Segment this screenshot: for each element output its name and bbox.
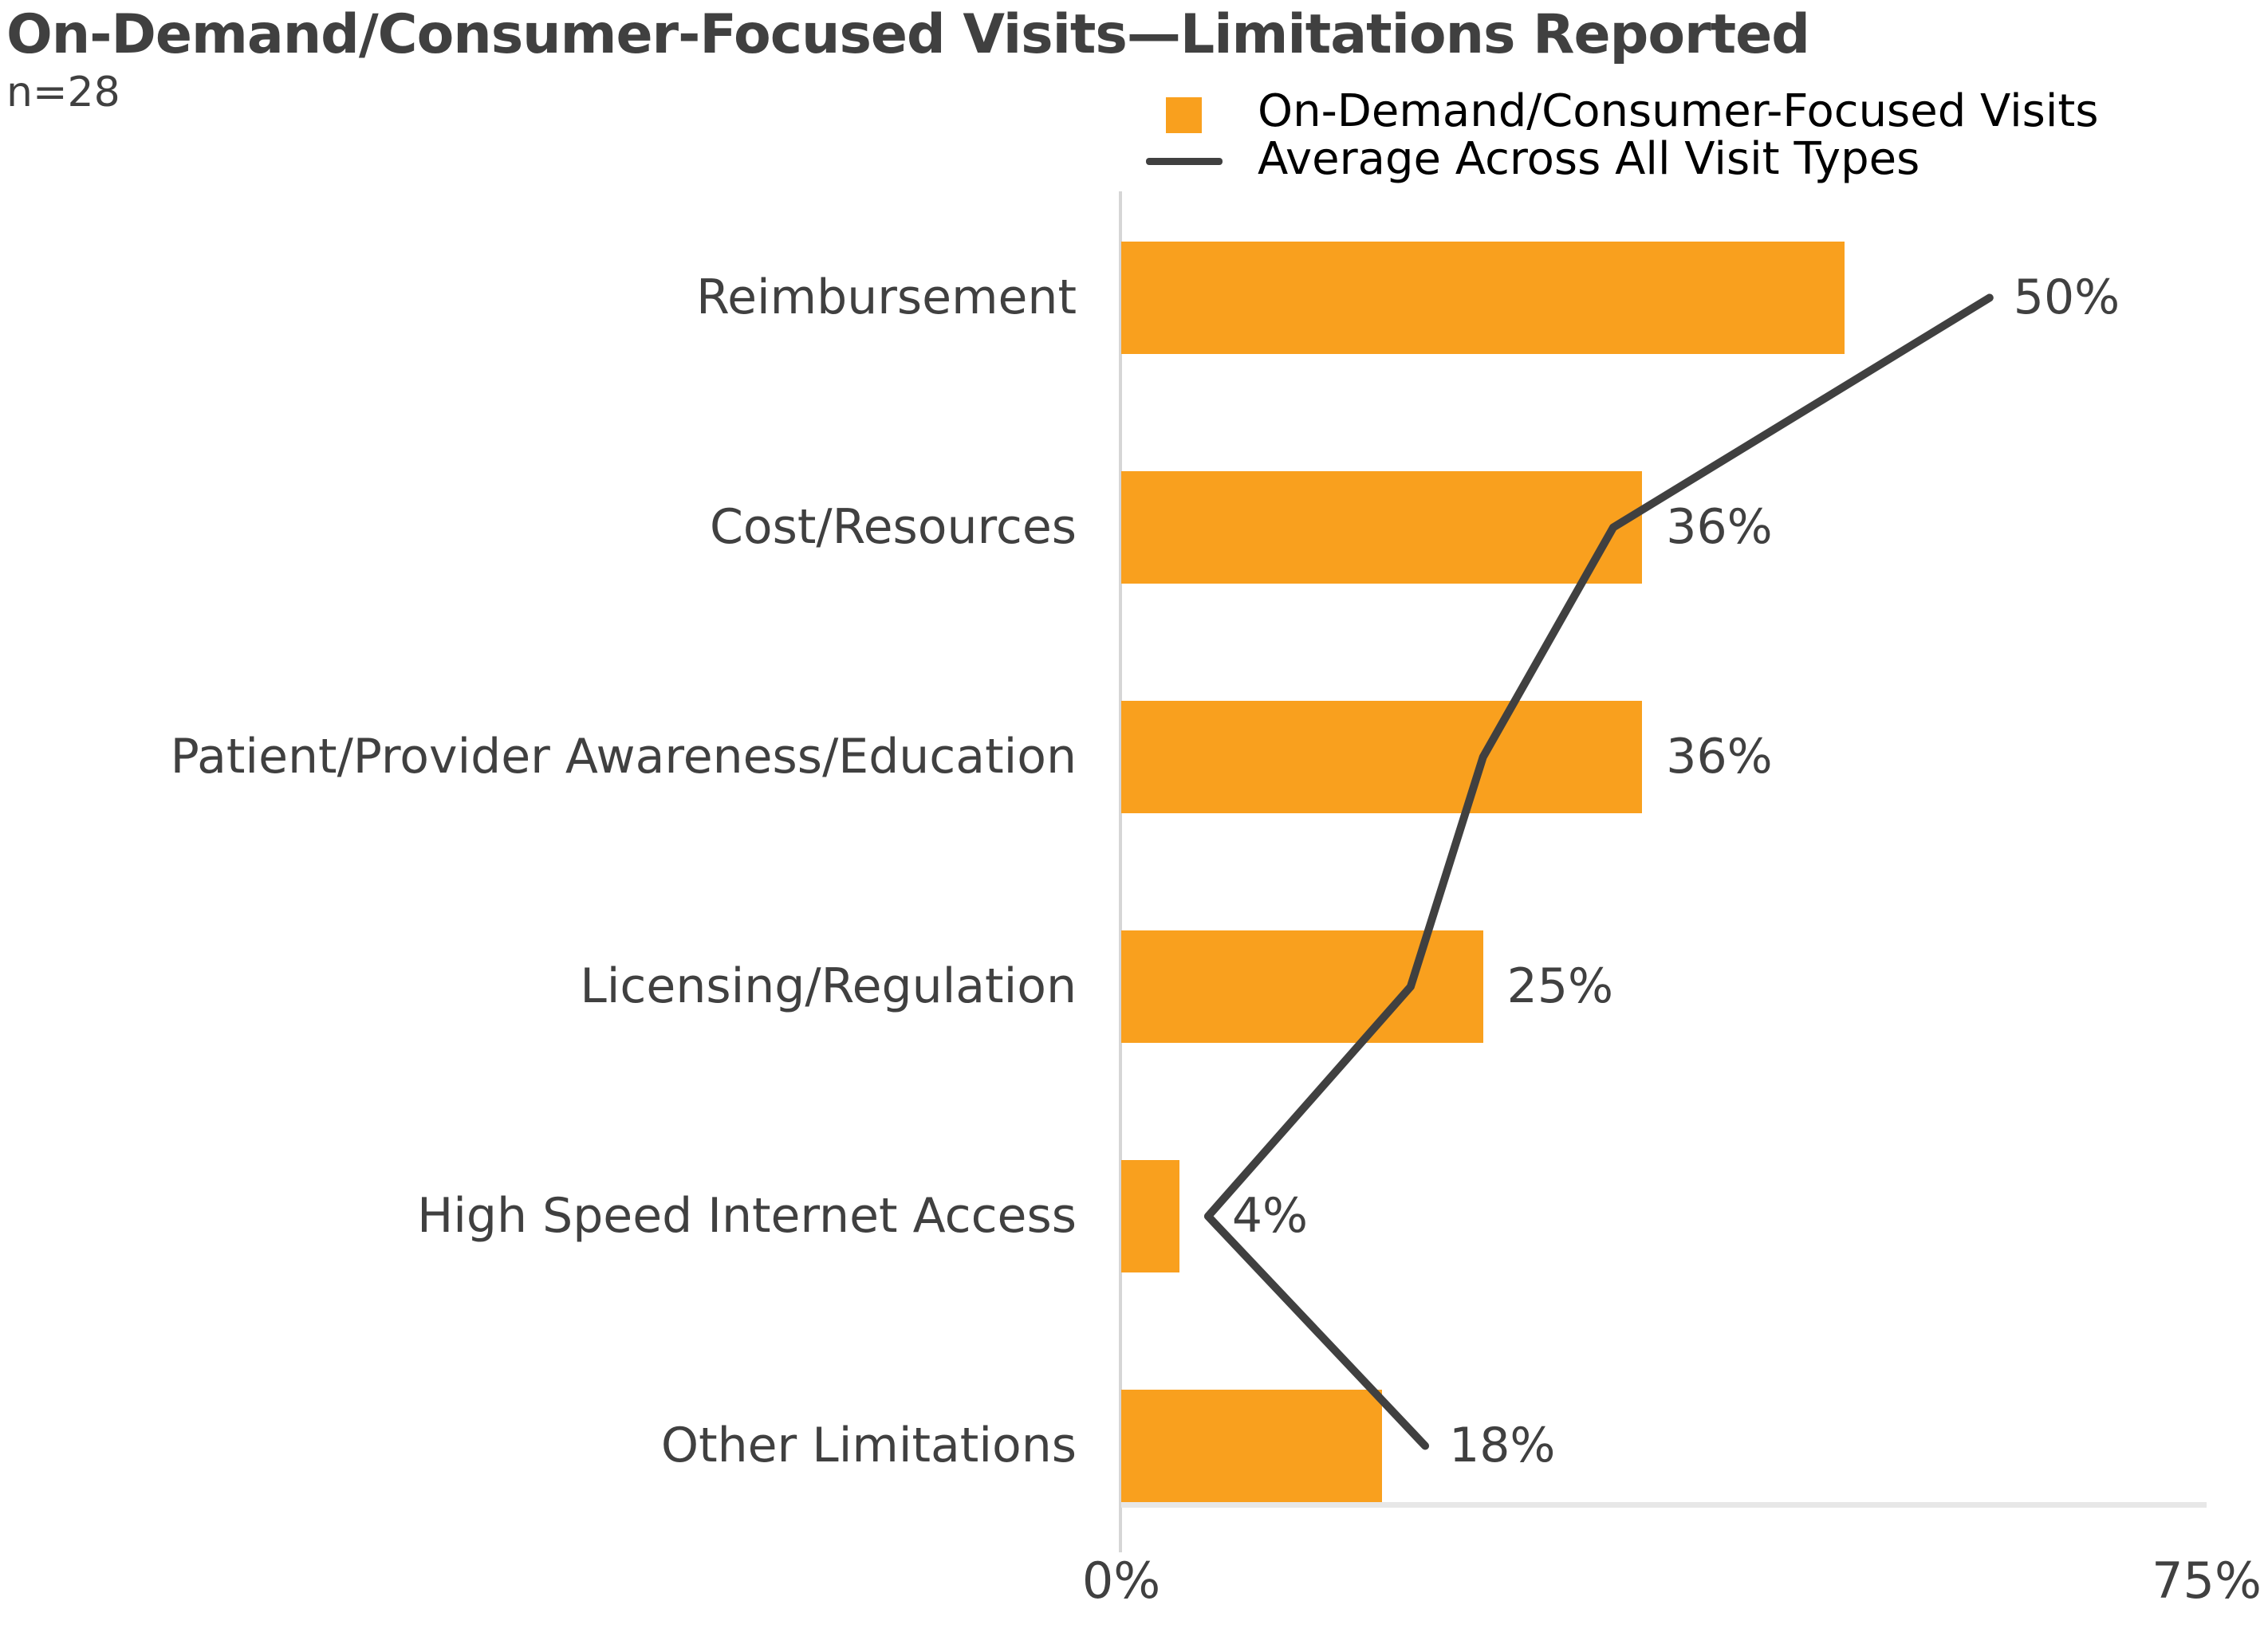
category-label: Licensing/Regulation: [580, 958, 1077, 1014]
category-label: Reimbursement: [696, 269, 1077, 325]
value-label: 36%: [1666, 499, 1773, 555]
chart-title: On-Demand/Consumer-Focused Visits—Limita…: [6, 3, 1810, 66]
average-line: [1203, 293, 1994, 1450]
sample-size-label: n=28: [6, 69, 120, 116]
category-label: Cost/Resources: [709, 499, 1077, 555]
legend-line-swatch-icon: [1146, 158, 1223, 165]
y-axis-line: [1119, 191, 1122, 1552]
bar: [1121, 1390, 1382, 1502]
legend-bar-series-label: On-Demand/Consumer-Focused Visits: [1258, 85, 2099, 137]
value-label: 36%: [1666, 729, 1773, 785]
bar: [1121, 701, 1643, 813]
value-label: 4%: [1231, 1188, 1309, 1244]
x-axis-tick-label-0: 0%: [1081, 1552, 1161, 1610]
value-label: 50%: [2013, 269, 2120, 325]
bar: [1121, 471, 1643, 584]
bar: [1121, 242, 1845, 354]
bar: [1121, 1160, 1179, 1272]
value-label: 18%: [1449, 1418, 1556, 1473]
value-label: 25%: [1506, 958, 1614, 1014]
bar: [1121, 930, 1483, 1043]
x-axis-baseline: [1121, 1502, 2207, 1508]
x-axis-tick-label-75: 75%: [2152, 1552, 2262, 1610]
legend-line-series-label: Average Across All Visit Types: [1258, 133, 1920, 185]
category-label: Other Limitations: [660, 1418, 1077, 1473]
legend-bar-swatch-icon: [1166, 97, 1202, 133]
category-label: High Speed Internet Access: [417, 1188, 1077, 1244]
category-label: Patient/Provider Awareness/Education: [170, 729, 1077, 785]
